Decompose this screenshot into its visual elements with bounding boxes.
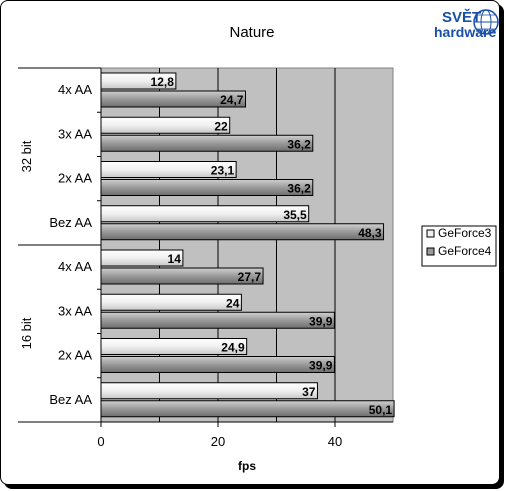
data-label: 14 <box>168 252 182 266</box>
legend: GeForce3 GeForce4 <box>421 225 497 267</box>
bar-geforce4 <box>100 356 335 373</box>
legend-swatch-geforce4 <box>426 247 435 256</box>
svet-hardware-logo: SVĚT hardware <box>434 8 499 40</box>
data-label: 24,9 <box>221 341 245 355</box>
y-axis: 4x AA 3x AA 2x AA Bez AA 4x AA 3x AA 2x AA Bez … <box>18 67 101 423</box>
category-label: Bez AA <box>49 215 92 230</box>
logo-line1: SVĚT <box>442 8 481 26</box>
legend-label-geforce3: GeForce3 <box>438 226 492 240</box>
data-label: 35,5 <box>283 208 307 222</box>
bar-labels: 12,8 24,7 22 36,2 23,1 36,2 35,5 48,3 14 27,7 24 39… <box>151 75 393 417</box>
data-label: 36,2 <box>287 137 311 151</box>
bars <box>100 72 395 418</box>
data-label: 27,7 <box>238 270 262 284</box>
x-axis-label: fps <box>238 459 256 473</box>
group-label: 32 bit <box>19 140 34 172</box>
data-label: 12,8 <box>151 75 175 89</box>
category-label: 4x AA <box>58 259 92 274</box>
x-tick-label: 0 <box>97 434 104 449</box>
category-label: 3x AA <box>58 303 92 318</box>
legend-swatch-geforce3 <box>426 229 435 238</box>
legend-label-geforce4: GeForce4 <box>438 244 492 258</box>
data-label: 48,3 <box>358 226 382 240</box>
bar-geforce3 <box>100 382 318 400</box>
chart-title: Nature <box>229 24 274 41</box>
data-label: 50,1 <box>369 403 393 417</box>
globe-icon <box>473 9 499 35</box>
bar-geforce4 <box>100 400 395 418</box>
category-label: Bez AA <box>49 392 92 407</box>
group-label: 16 bit <box>19 317 34 349</box>
data-label: 37 <box>302 385 316 399</box>
bar-geforce4 <box>100 223 385 241</box>
bar-geforce4 <box>100 311 335 329</box>
logo-line2: hardware <box>434 24 496 40</box>
data-label: 39,9 <box>309 359 333 373</box>
data-label: 23,1 <box>211 164 235 178</box>
data-label: 39,9 <box>309 314 333 328</box>
bar-geforce3 <box>100 293 242 311</box>
category-label: 2x AA <box>58 171 92 186</box>
data-label: 24,7 <box>220 93 244 107</box>
x-axis: 0 20 40 <box>97 422 342 449</box>
x-tick-label: 20 <box>211 434 225 449</box>
data-label: 36,2 <box>287 182 311 196</box>
data-label: 22 <box>214 119 228 133</box>
category-label: 3x AA <box>58 126 92 141</box>
category-label: 2x AA <box>58 348 92 363</box>
x-tick-label: 40 <box>328 434 342 449</box>
data-label: 24 <box>226 296 240 310</box>
category-label: 4x AA <box>58 82 92 97</box>
